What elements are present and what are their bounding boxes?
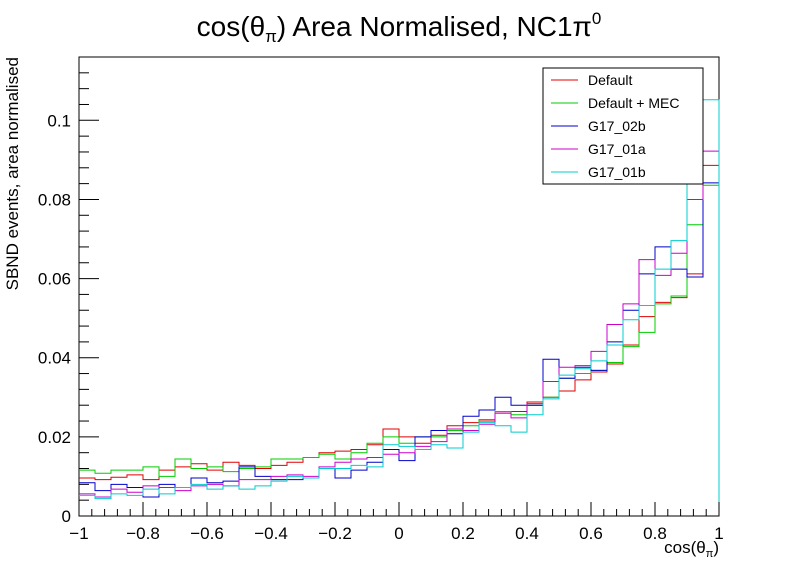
- x-tick-label: −0.8: [126, 524, 160, 543]
- legend-label: G17_02b: [588, 118, 646, 134]
- y-tick-label: 0: [62, 507, 71, 526]
- y-tick-label: 0.1: [47, 111, 71, 130]
- y-tick-label: 0.04: [38, 349, 71, 368]
- legend-label: Default: [588, 72, 632, 88]
- x-tick-label: 0.6: [579, 524, 603, 543]
- axis-layer: −1 −0.8 −0.6 −0.4 −0.2 0 0.2 0.4 0.6 0.8 1 0 0.02 0.0…: [38, 56, 724, 543]
- y-axis-title: SBND events, area normalised: [3, 57, 22, 290]
- x-tick-label: 0.4: [515, 524, 539, 543]
- legend-label: G17_01a: [588, 141, 646, 157]
- x-tick-label: −0.6: [190, 524, 224, 543]
- series-g17-01a-line: [79, 150, 720, 516]
- series-default-mec-line: [79, 184, 720, 516]
- x-tick-label: −0.4: [254, 524, 288, 543]
- x-tick-label: 1: [714, 524, 723, 543]
- x-tick-label: 0: [394, 524, 403, 543]
- x-tick-label: −0.2: [318, 524, 352, 543]
- series-g17-01b-line: [79, 99, 720, 516]
- legend: Default Default + MEC G17_02b G17_01a G17_01…: [542, 67, 704, 185]
- y-tick-label: 0.02: [38, 428, 71, 447]
- series-layer: [79, 99, 720, 516]
- legend-label: G17_01b: [588, 164, 646, 180]
- y-tick-label: 0.06: [38, 270, 71, 289]
- x-axis-title: cos(θπ): [664, 538, 719, 560]
- x-tick-label: 0.2: [451, 524, 475, 543]
- chart-title: cos(θπ) Area Normalised, NC1π0: [197, 9, 602, 46]
- x-tick-label: 0.8: [643, 524, 667, 543]
- x-tick-label: −1: [69, 524, 88, 543]
- legend-label: Default + MEC: [588, 95, 679, 111]
- y-tick-label: 0.08: [38, 190, 71, 209]
